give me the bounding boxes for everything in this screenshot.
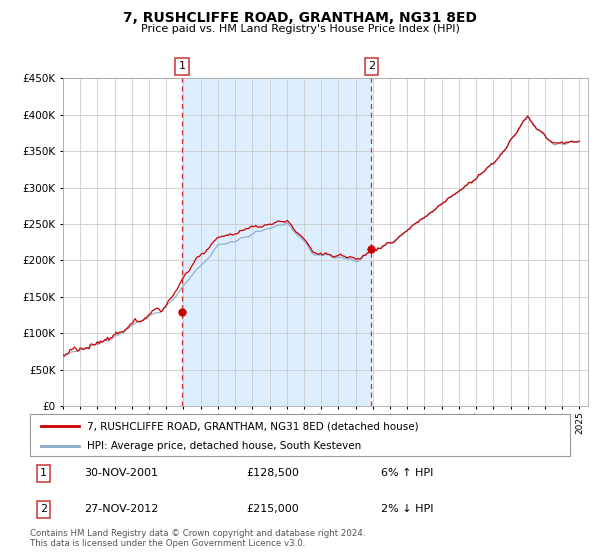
Text: £215,000: £215,000 xyxy=(246,505,299,515)
Text: 2: 2 xyxy=(368,62,375,72)
Text: £128,500: £128,500 xyxy=(246,468,299,478)
Text: HPI: Average price, detached house, South Kesteven: HPI: Average price, detached house, Sout… xyxy=(86,441,361,451)
Text: 7, RUSHCLIFFE ROAD, GRANTHAM, NG31 8ED: 7, RUSHCLIFFE ROAD, GRANTHAM, NG31 8ED xyxy=(123,11,477,25)
Text: 1: 1 xyxy=(40,468,47,478)
FancyBboxPatch shape xyxy=(30,414,570,456)
Text: 27-NOV-2012: 27-NOV-2012 xyxy=(84,505,158,515)
Text: This data is licensed under the Open Government Licence v3.0.: This data is licensed under the Open Gov… xyxy=(30,539,305,548)
Text: 30-NOV-2001: 30-NOV-2001 xyxy=(84,468,158,478)
Text: Contains HM Land Registry data © Crown copyright and database right 2024.: Contains HM Land Registry data © Crown c… xyxy=(30,529,365,538)
Text: 1: 1 xyxy=(179,62,185,72)
Bar xyxy=(182,78,371,406)
Text: 6% ↑ HPI: 6% ↑ HPI xyxy=(381,468,433,478)
Text: 2: 2 xyxy=(40,505,47,515)
Text: 7, RUSHCLIFFE ROAD, GRANTHAM, NG31 8ED (detached house): 7, RUSHCLIFFE ROAD, GRANTHAM, NG31 8ED (… xyxy=(86,421,418,431)
Text: Price paid vs. HM Land Registry's House Price Index (HPI): Price paid vs. HM Land Registry's House … xyxy=(140,24,460,34)
Text: 2% ↓ HPI: 2% ↓ HPI xyxy=(381,505,433,515)
